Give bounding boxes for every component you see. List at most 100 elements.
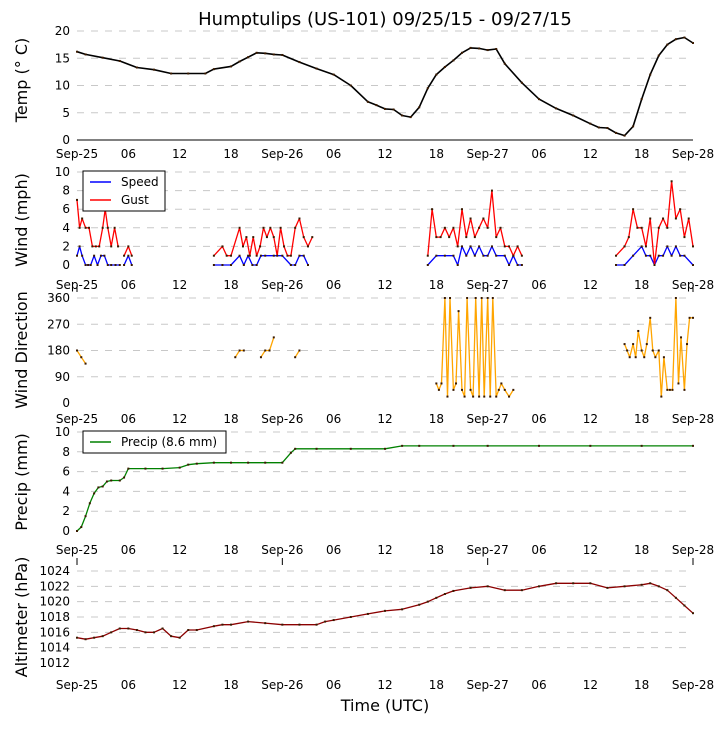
x-tick-label: Sep-27 bbox=[467, 543, 509, 557]
data-point bbox=[615, 131, 617, 134]
data-point bbox=[99, 254, 102, 257]
data-point bbox=[195, 462, 198, 465]
data-point bbox=[110, 264, 113, 266]
data-point bbox=[452, 59, 455, 62]
data-point bbox=[674, 297, 677, 299]
data-point bbox=[657, 585, 660, 588]
data-point bbox=[101, 226, 104, 229]
data-point bbox=[91, 245, 94, 248]
data-point bbox=[572, 582, 575, 585]
data-point bbox=[103, 254, 106, 257]
data-point bbox=[623, 134, 626, 137]
data-point bbox=[80, 356, 83, 359]
data-point bbox=[431, 208, 434, 211]
x-tick-label: 18 bbox=[429, 147, 444, 161]
legend-box bbox=[82, 430, 227, 454]
data-point bbox=[212, 625, 215, 628]
data-point bbox=[683, 254, 686, 257]
data-point bbox=[671, 388, 674, 391]
data-point bbox=[465, 254, 468, 257]
data-point bbox=[130, 254, 133, 257]
data-point bbox=[503, 388, 506, 391]
data-point bbox=[483, 395, 486, 398]
data-point bbox=[538, 444, 540, 447]
data-point bbox=[230, 65, 232, 68]
data-point bbox=[674, 596, 677, 599]
data-point bbox=[238, 349, 241, 352]
x-tick-label: 06 bbox=[531, 678, 546, 692]
data-point bbox=[508, 245, 511, 248]
data-point bbox=[686, 343, 689, 346]
data-point bbox=[651, 349, 654, 352]
data-point bbox=[572, 114, 575, 117]
data-point bbox=[332, 73, 335, 76]
data-point bbox=[680, 336, 683, 339]
data-point bbox=[88, 502, 91, 505]
x-tick-label: 18 bbox=[223, 543, 238, 557]
panel-temp: 0 5 10 15 20 Sep-25 06 12 18 Sep-26 06 12 18 Sep-27 06… bbox=[12, 24, 714, 161]
x-tick-label: Sep-27 bbox=[467, 147, 509, 161]
data-point bbox=[555, 582, 558, 585]
data-point bbox=[255, 254, 258, 257]
data-point bbox=[520, 254, 523, 257]
x-tick-label: 12 bbox=[583, 543, 598, 557]
data-point bbox=[298, 61, 301, 64]
data-point bbox=[486, 297, 489, 299]
legend-entry: Precip (8.6 mm) bbox=[121, 435, 217, 449]
data-point bbox=[264, 461, 267, 464]
data-point bbox=[195, 629, 198, 632]
data-point bbox=[443, 226, 446, 229]
data-point bbox=[643, 356, 646, 359]
data-point bbox=[495, 47, 498, 50]
data-point bbox=[418, 444, 421, 447]
data-point bbox=[473, 236, 476, 239]
data-point bbox=[94, 245, 97, 248]
data-point bbox=[623, 245, 626, 248]
data-point bbox=[670, 254, 673, 257]
data-point bbox=[627, 236, 630, 239]
data-point bbox=[281, 53, 284, 56]
data-point bbox=[113, 226, 116, 229]
y-tick-label: 270 bbox=[47, 317, 70, 331]
data-point bbox=[452, 444, 455, 447]
data-point bbox=[666, 589, 669, 592]
data-point bbox=[649, 254, 652, 257]
data-point bbox=[307, 264, 309, 266]
data-point bbox=[623, 343, 626, 346]
data-point bbox=[252, 236, 255, 239]
data-point bbox=[276, 254, 279, 257]
data-point bbox=[623, 264, 626, 266]
data-point bbox=[679, 254, 682, 257]
x-tick-label: Sep-28 bbox=[672, 147, 714, 161]
data-point bbox=[294, 447, 297, 450]
data-point bbox=[118, 264, 121, 266]
data-point bbox=[272, 53, 275, 56]
data-point bbox=[489, 395, 492, 398]
data-point bbox=[212, 461, 215, 464]
data-point bbox=[247, 620, 250, 623]
x-tick-label: 06 bbox=[326, 278, 341, 292]
data-point bbox=[512, 388, 515, 391]
data-point bbox=[84, 515, 87, 518]
panel-precip: 0 2 4 6 8 10 Sep-25 06 12 18 Sep-26 06 12 18 Sep-27 06 1… bbox=[12, 425, 714, 557]
x-tick-label: 12 bbox=[583, 678, 598, 692]
data-point bbox=[597, 126, 600, 129]
data-point bbox=[272, 336, 275, 339]
data-point bbox=[76, 50, 78, 53]
data-point bbox=[259, 356, 262, 359]
data-point bbox=[480, 297, 483, 299]
series-line-speed bbox=[76, 245, 120, 266]
series-line-direction bbox=[294, 350, 300, 358]
series-line-speed bbox=[213, 255, 309, 266]
data-point bbox=[640, 349, 643, 352]
data-point bbox=[101, 56, 104, 59]
data-point bbox=[161, 627, 164, 630]
data-point bbox=[589, 582, 592, 585]
data-point bbox=[637, 329, 640, 332]
y-axis-label: Temp (° C) bbox=[12, 38, 31, 123]
y-tick-label: 2 bbox=[62, 239, 70, 253]
data-point bbox=[683, 236, 686, 239]
data-point bbox=[589, 444, 592, 447]
y-tick-label: 1012 bbox=[39, 656, 70, 670]
